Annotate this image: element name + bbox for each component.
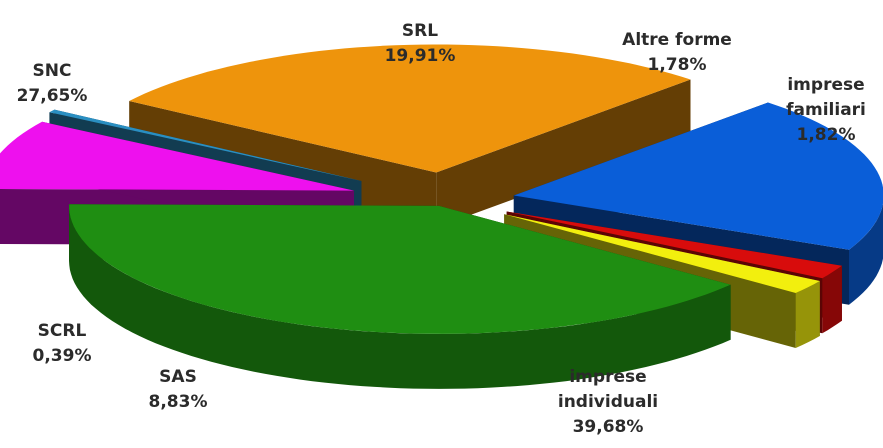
slice-outer-wall bbox=[795, 281, 820, 348]
data-label-sas: SAS 8,83% bbox=[149, 367, 208, 412]
slice-imprese-individuali bbox=[69, 204, 731, 389]
slice-top-face bbox=[49, 109, 362, 181]
slice-outer-wall bbox=[69, 205, 731, 389]
slice-top-face bbox=[129, 44, 691, 173]
data-label-imprese-familiari: imprese familiari 1,82% bbox=[786, 75, 866, 145]
slice-top-face bbox=[0, 121, 354, 191]
slice-top-face bbox=[504, 214, 820, 293]
data-label-snc: SNC 27,65% bbox=[17, 61, 88, 106]
data-label-scrl: SCRL 0,39% bbox=[33, 321, 92, 366]
slice-side-face bbox=[436, 79, 691, 228]
slice-top-face bbox=[69, 204, 731, 334]
data-label-altre-forme: Altre forme 1,78% bbox=[622, 30, 732, 75]
slice-outer-wall bbox=[822, 265, 842, 334]
slice-top-face bbox=[513, 102, 883, 250]
slice-top-face bbox=[506, 211, 842, 279]
data-label-srl: SRL 19,91% bbox=[385, 21, 456, 66]
slice-outer-wall bbox=[849, 203, 883, 305]
data-label-imprese-individuali: imprese individuali 39,68% bbox=[558, 367, 658, 437]
